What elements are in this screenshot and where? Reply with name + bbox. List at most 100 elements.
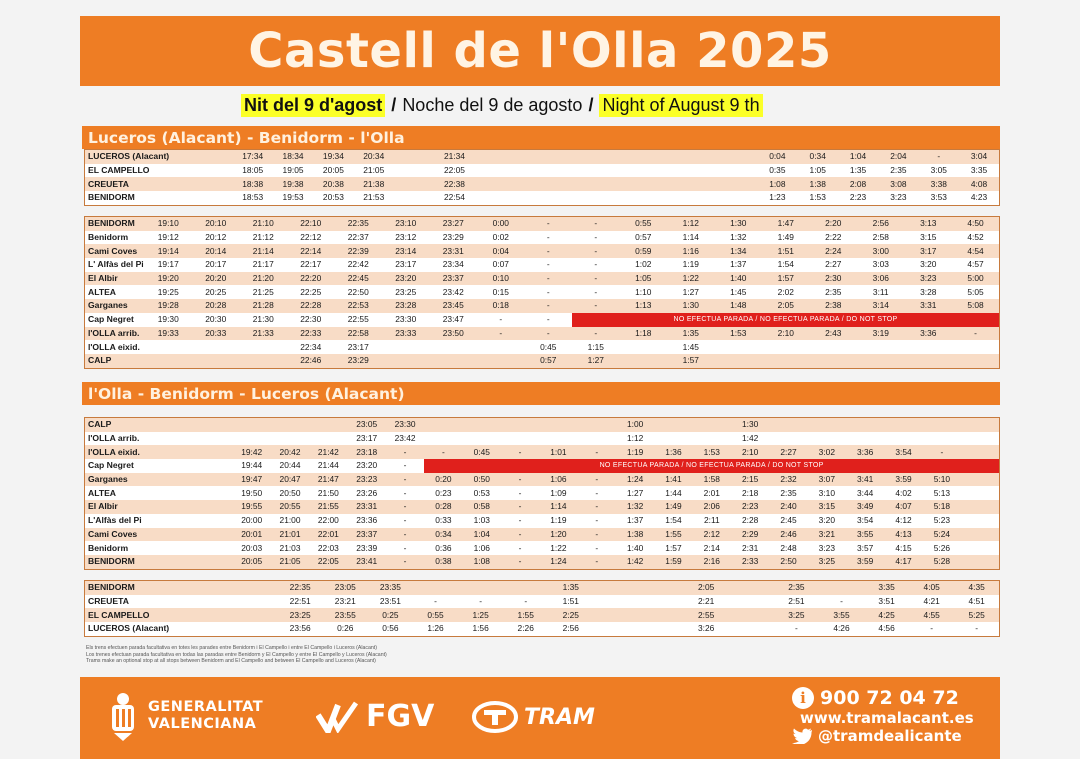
station-name: l'OLLA arrib. (84, 431, 233, 446)
departure-time (716, 177, 758, 192)
phone-number[interactable]: 900 72 04 72 (820, 687, 959, 709)
departure-time (961, 431, 1000, 446)
departure-time: 1:49 (762, 230, 810, 245)
departure-time (728, 594, 774, 609)
departure-time (676, 163, 717, 178)
page-title: Castell de l'Olla 2025 (248, 23, 832, 79)
timetable-row: CALP 22:46 23:29 0:57 1:27 1:57 (84, 353, 1000, 369)
departure-time: 4:07 (884, 500, 923, 514)
departure-time: 20:03 (232, 541, 271, 555)
departure-time: 5:23 (922, 513, 962, 528)
departure-time: - (572, 244, 620, 259)
timetable-benidorm-luceros: BENIDORM 22:35 23:05 23:35 1:35 2:05 2:35 3:35 4… (84, 580, 1000, 637)
departure-time: 3:54 (884, 445, 923, 460)
departure-time: - (524, 258, 572, 272)
departure-time: 1:38 (615, 527, 655, 542)
departure-time: 23:26 (347, 486, 386, 501)
departure-time: 19:17 (144, 258, 192, 272)
departure-time (593, 594, 639, 609)
website-link[interactable]: www.tramalacant.es (800, 709, 974, 727)
fgv-check-icon (316, 701, 359, 733)
fgv-wordmark: FGV (366, 699, 435, 734)
departure-time (462, 431, 501, 446)
departure-time (539, 431, 578, 446)
departure-time: 20:42 (270, 445, 310, 460)
departure-time: 3:20 (807, 513, 846, 528)
departure-time: 5:00 (952, 271, 1000, 286)
departure-time: - (577, 513, 616, 528)
departure-time (458, 580, 504, 595)
departure-time (961, 554, 1000, 570)
departure-time: 23:20 (347, 459, 386, 473)
departure-time (593, 622, 639, 637)
departure-time: 2:35 (878, 163, 919, 178)
departure-time: 2:35 (809, 285, 857, 300)
departure-time: 23:42 (429, 285, 477, 300)
departure-time (309, 417, 348, 432)
departure-time: 3:28 (904, 285, 952, 300)
departure-time: 1:36 (654, 445, 693, 460)
departure-time: 1:59 (654, 554, 693, 570)
departure-time: 3:35 (864, 580, 910, 595)
departure-time: 1:35 (837, 163, 879, 178)
departure-time: 0:15 (477, 285, 525, 300)
departure-time: 23:27 (429, 216, 477, 231)
departure-time (192, 340, 240, 354)
departure-time: 20:34 (353, 149, 394, 164)
station-name: LUCEROS (Alacant) (84, 149, 233, 164)
station-name: El Albir (84, 500, 233, 514)
title-banner: Castell de l'Olla 2025 (80, 16, 1000, 86)
departure-time (577, 417, 616, 432)
timetable-row: l'OLLA arrib. 19:33 20:33 21:33 22:33 22:58 23… (84, 326, 1000, 341)
twitter-handle[interactable]: @tramdealicante (818, 727, 962, 745)
departure-time (807, 417, 846, 432)
departure-time: 1:23 (757, 191, 798, 206)
departure-time: 3:26 (683, 622, 729, 637)
departure-time: - (577, 500, 616, 514)
no-stop-banner: NO EFECTUA PARADA / NO EFECTUA PARADA / … (424, 459, 1000, 473)
departure-time: - (954, 622, 1000, 637)
departure-time: 1:22 (667, 271, 715, 286)
departure-time: 0:33 (424, 513, 463, 528)
timetable-row: EL CAMPELLO 18:05 19:05 20:05 21:05 22:05 0:35… (84, 163, 1000, 178)
departure-time (676, 191, 717, 206)
departure-time: 1:02 (619, 258, 667, 272)
departure-time: 17:34 (232, 149, 273, 164)
timetable-row: LUCEROS (Alacant) 17:34 18:34 19:34 20:34 21:… (84, 149, 1000, 164)
departure-time (638, 608, 684, 623)
departure-time: 2:25 (548, 608, 594, 623)
departure-time: 22:05 (309, 554, 348, 570)
departure-time: 19:20 (144, 271, 192, 286)
departure-time: 23:05 (347, 417, 386, 432)
departure-time (503, 580, 549, 595)
station-name: BENIDORM (84, 580, 233, 595)
timetable-row: l'OLLA eixid. 19:42 20:42 21:42 23:18- -0:45-… (84, 445, 1000, 460)
departure-time: 3:59 (884, 472, 923, 487)
departure-time: 1:53 (714, 326, 762, 341)
contact-info: i 900 72 04 72 www.tramalacant.es @tramd… (792, 687, 974, 745)
departure-time: 2:38 (809, 299, 857, 313)
departure-time: 2:10 (762, 326, 810, 341)
departure-time: - (572, 299, 620, 313)
departure-time: - (577, 445, 616, 460)
departure-time: 19:05 (272, 163, 314, 178)
departure-time: - (503, 594, 549, 609)
departure-time (676, 149, 717, 164)
departure-time: 21:17 (239, 258, 287, 272)
departure-time: - (922, 445, 962, 460)
departure-time: 23:12 (382, 230, 430, 245)
departure-time: 20:01 (232, 527, 271, 542)
departure-time: 0:55 (412, 608, 459, 623)
departure-time: - (577, 554, 616, 570)
fgv-logo: FGV (316, 699, 434, 734)
date-valencian: Nit del 9 d'agost (241, 93, 386, 117)
departure-time: 21:14 (239, 244, 287, 259)
departure-time: 22:54 (434, 191, 475, 206)
departure-time: 1:26 (412, 622, 459, 637)
departure-time (270, 431, 310, 446)
departure-time: 23:33 (382, 326, 430, 341)
departure-time: 2:24 (809, 244, 857, 259)
station-name: ALTEA (84, 486, 233, 501)
departure-time: 20:25 (192, 285, 240, 300)
footnote-english: Trams make an optional stop at all stops… (86, 658, 376, 665)
